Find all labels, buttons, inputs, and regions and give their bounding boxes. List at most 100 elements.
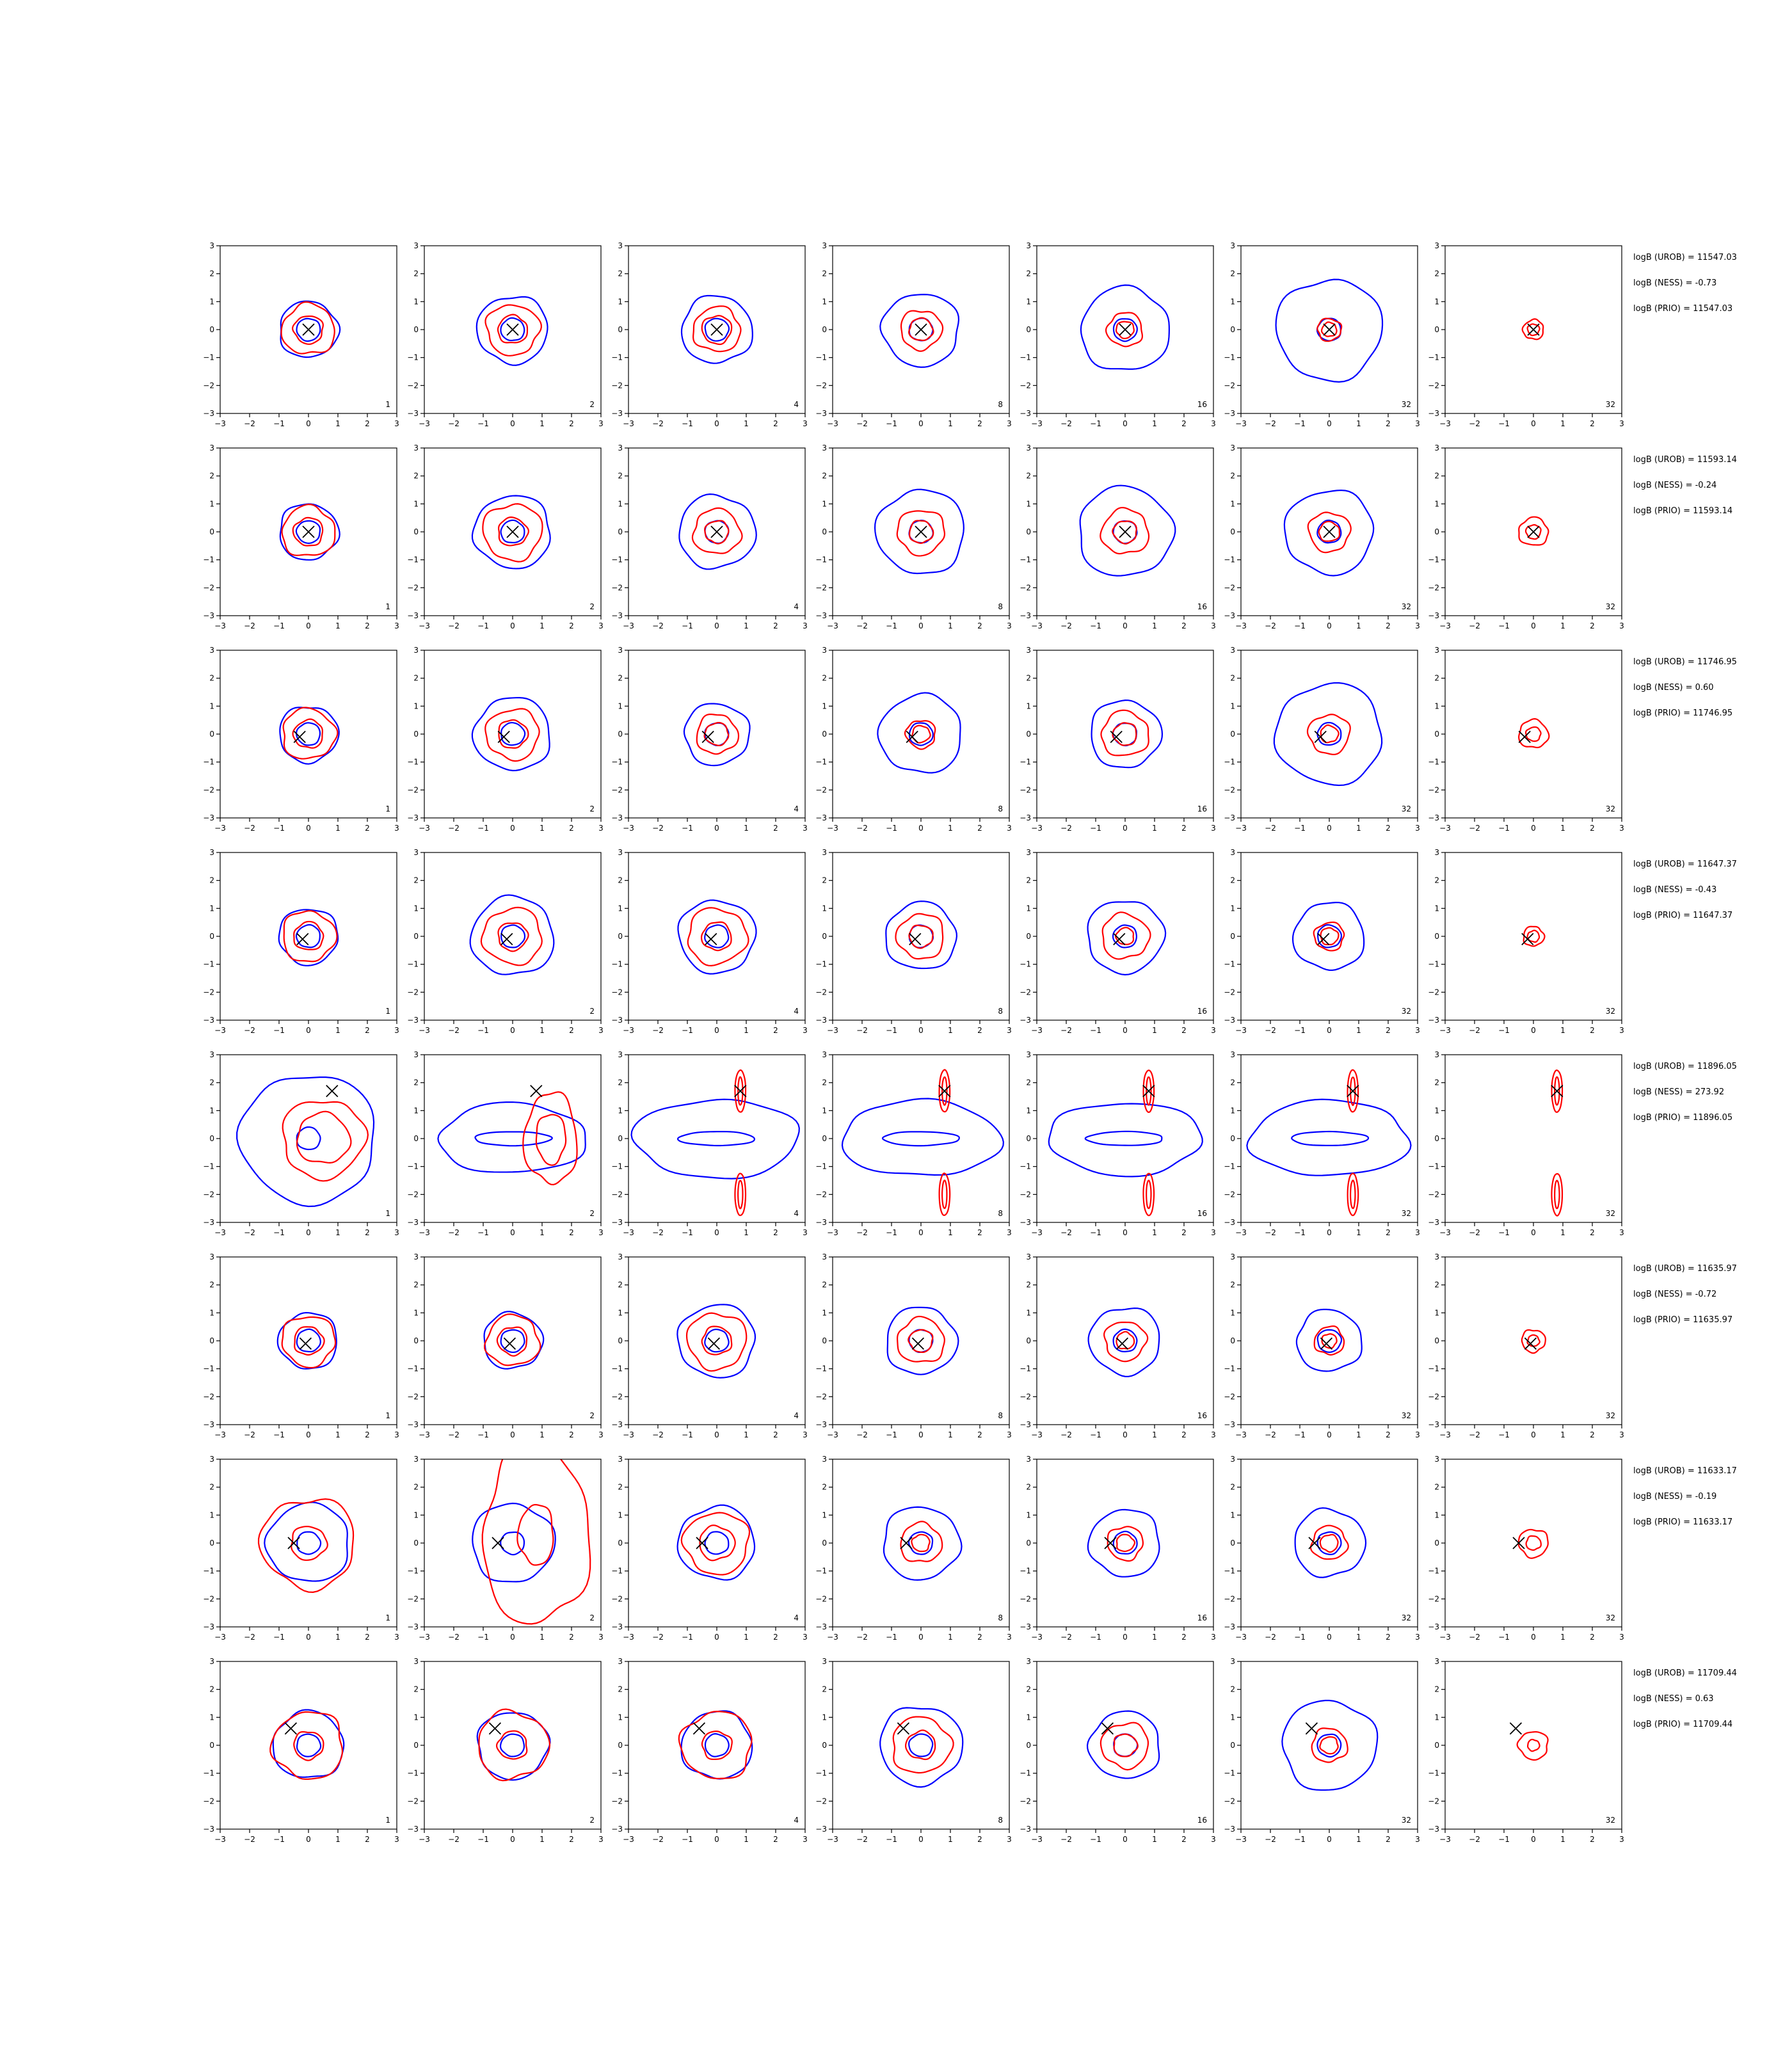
x-tick-label: 1: [948, 1633, 953, 1642]
blue-contour-outer: [437, 1101, 586, 1173]
x-tick-label: −3: [1235, 1835, 1247, 1844]
x-marker: [1110, 730, 1123, 744]
y-tick-label: −1: [815, 1769, 827, 1778]
axes-frame: [424, 650, 602, 819]
y-tick-label: −1: [1224, 1162, 1235, 1171]
y-tick-label: −1: [611, 758, 623, 767]
y-tick-label: 2: [618, 472, 623, 481]
axes-frame: [1036, 1054, 1214, 1223]
plot-area: [879, 1707, 964, 1788]
panel-label: 2: [589, 1816, 595, 1825]
x-tick-label: −1: [1090, 824, 1101, 833]
x-tick-label: 1: [540, 1026, 545, 1035]
blue-contour-inner: [676, 1130, 756, 1147]
x-tick-label: −3: [419, 824, 430, 833]
x-tick-label: 1: [540, 1633, 545, 1642]
y-tick-label: −1: [407, 1364, 419, 1373]
x-tick-label: 0: [714, 1430, 719, 1439]
y-tick-label: −2: [1020, 1190, 1031, 1199]
y-tick-label: 1: [1434, 904, 1439, 913]
y-tick-label: 1: [1230, 1308, 1235, 1317]
x-tick-label: 3: [1211, 1633, 1216, 1642]
x-tick-label: 3: [803, 1430, 808, 1439]
subplot-r7-c5: −3−3 −2 −2 −1 −1 0 0 1 1 2 2 3 3 16: [1020, 1455, 1216, 1642]
x-tick-label: 1: [948, 824, 953, 833]
y-tick-label: −2: [1224, 1392, 1235, 1401]
plot-area: [1523, 925, 1546, 947]
x-tick-label: −3: [214, 1633, 226, 1642]
x-marker: [1323, 525, 1336, 538]
y-tick-label: −2: [407, 1796, 419, 1805]
y-tick-label: 1: [1434, 701, 1439, 710]
red-contour-inner: [1320, 927, 1340, 946]
x-tick-label: −3: [419, 1430, 430, 1439]
panel-label: 1: [385, 1411, 390, 1420]
subplot-r2-c1: −3−3 −2 −2 −1 −1 0 0 1 1 2 2 3 3 1: [203, 444, 399, 630]
panel-label: 16: [1197, 1613, 1207, 1622]
y-tick-label: 0: [1026, 1336, 1031, 1345]
plot-area: [1079, 484, 1176, 577]
x-tick-label: 0: [1531, 824, 1536, 833]
x-tick-label: −2: [244, 1026, 255, 1035]
subplot-r6-c2: −3−3 −2 −2 −1 −1 0 0 1 1 2 2 3 3 2: [407, 1252, 604, 1439]
blue-contour-inner: [1112, 1530, 1138, 1555]
axes-frame: [832, 1661, 1010, 1830]
x-tick-label: −3: [1235, 1026, 1247, 1035]
y-tick-label: −1: [407, 353, 419, 362]
y-tick-label: 0: [1230, 1741, 1235, 1750]
x-tick-label: 2: [1590, 1228, 1595, 1237]
y-tick-label: −1: [1224, 1769, 1235, 1778]
y-tick-label: 0: [1434, 730, 1439, 739]
red-contour-outer: [1316, 317, 1343, 342]
x-tick-label: 2: [977, 824, 982, 833]
y-tick-label: −3: [1224, 1622, 1235, 1631]
y-tick-label: 1: [1434, 499, 1439, 508]
y-tick-label: −2: [1020, 583, 1031, 592]
row-logb-text: logB (PRIO) = 11746.95: [1633, 708, 1732, 718]
y-tick-label: 3: [413, 646, 419, 655]
y-tick-label: 3: [1230, 1252, 1235, 1261]
y-tick-label: 2: [1026, 1281, 1031, 1290]
x-marker: [299, 1337, 312, 1350]
y-tick-label: 0: [618, 527, 623, 536]
x-marker: [696, 1537, 708, 1549]
x-tick-label: −2: [1469, 419, 1480, 428]
x-tick-label: 3: [1619, 1026, 1624, 1035]
y-tick-label: 0: [1026, 1741, 1031, 1750]
y-tick-label: −2: [203, 1392, 214, 1401]
x-tick-label: 3: [1415, 621, 1420, 630]
x-tick-label: −3: [214, 1228, 226, 1237]
x-tick-label: 2: [1181, 621, 1187, 630]
x-tick-label: 2: [1386, 824, 1391, 833]
blue-contour-inner: [296, 1328, 321, 1353]
x-tick-label: −2: [1060, 1026, 1072, 1035]
y-tick-label: 0: [822, 1336, 827, 1345]
y-tick-label: 1: [413, 1713, 419, 1722]
y-tick-label: −1: [611, 960, 623, 969]
axes-frame: [220, 650, 397, 819]
y-tick-label: 3: [1230, 1050, 1235, 1059]
red-contour-inner: [535, 1114, 567, 1166]
y-tick-label: 0: [209, 1741, 214, 1750]
panel-label: 16: [1197, 1411, 1207, 1420]
plot-area: [630, 1069, 800, 1217]
x-tick-label: 0: [510, 621, 515, 630]
blue-contour-outer: [1087, 901, 1167, 976]
plot-area: [1295, 1308, 1363, 1372]
y-tick-label: −3: [815, 1825, 827, 1834]
x-tick-label: 2: [365, 419, 370, 428]
red-contour-outer: [1142, 1069, 1155, 1113]
blue-contour-outer: [1281, 1699, 1379, 1791]
subplot-r6-c7: −3−3 −2 −2 −1 −1 0 0 1 1 2 2 3 3 32: [1428, 1252, 1624, 1439]
x-tick-label: 0: [1327, 824, 1332, 833]
blue-contour-outer: [1087, 1307, 1160, 1377]
y-tick-label: −2: [1020, 381, 1031, 390]
y-tick-label: 1: [413, 297, 419, 306]
y-tick-label: 3: [1434, 1455, 1439, 1464]
x-tick-label: 1: [1356, 621, 1361, 630]
x-tick-label: 3: [1211, 824, 1216, 833]
x-tick-label: 0: [306, 1430, 311, 1439]
blue-contour-outer: [483, 1311, 545, 1370]
axes-frame: [1036, 1459, 1214, 1628]
y-tick-label: 3: [1434, 646, 1439, 655]
